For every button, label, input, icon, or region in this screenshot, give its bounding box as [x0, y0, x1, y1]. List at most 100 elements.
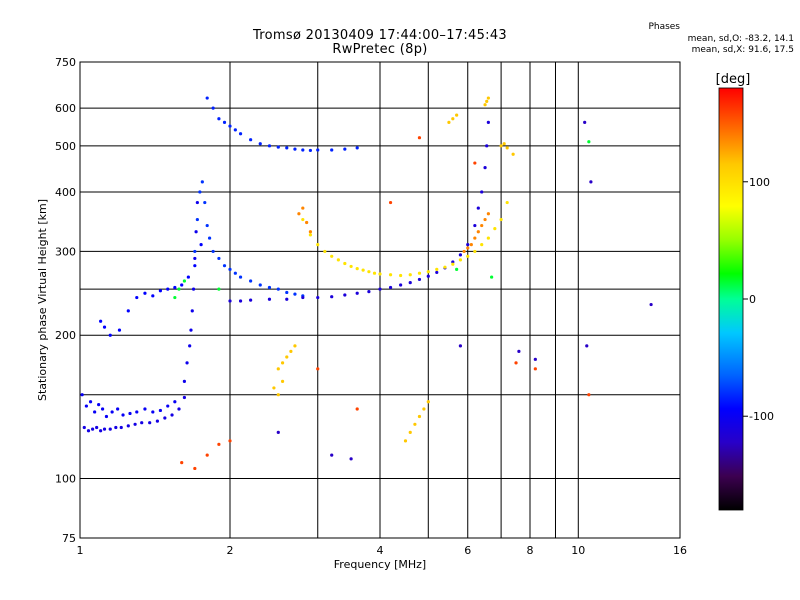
data-point: [355, 407, 359, 411]
data-point: [443, 265, 447, 269]
data-point: [649, 302, 653, 307]
data-point: [372, 271, 377, 275]
data-point: [91, 427, 95, 431]
data-point: [473, 223, 477, 228]
data-point: [276, 287, 280, 291]
data-point: [289, 349, 293, 353]
x-tick-label: 8: [527, 544, 534, 557]
colorbar-tick-label: 0: [749, 293, 756, 306]
data-point: [476, 230, 480, 234]
data-point: [426, 400, 430, 404]
data-point: [280, 361, 285, 365]
data-point: [466, 243, 470, 247]
data-point: [170, 413, 174, 417]
y-tick-label: 100: [55, 473, 76, 486]
data-point: [228, 439, 232, 443]
y-tick-label: 750: [55, 56, 76, 69]
data-point: [399, 283, 403, 287]
data-point: [417, 414, 422, 419]
data-point: [195, 200, 199, 205]
data-point: [435, 267, 439, 272]
data-point: [308, 148, 313, 153]
data-point: [205, 453, 209, 457]
data-point: [99, 319, 103, 323]
data-point: [143, 407, 147, 411]
data-point: [233, 128, 237, 132]
y-tick-label: 600: [55, 102, 76, 115]
data-point: [511, 152, 515, 156]
data-point: [316, 243, 320, 247]
data-point: [193, 264, 197, 268]
data-point: [117, 328, 122, 332]
data-point: [180, 283, 184, 287]
data-point: [285, 355, 289, 359]
data-point: [185, 361, 189, 365]
data-point: [483, 166, 487, 170]
data-point: [238, 299, 243, 303]
data-point: [285, 297, 289, 301]
data-point: [158, 289, 163, 293]
data-point: [367, 270, 371, 274]
data-point: [258, 283, 262, 287]
data-point: [173, 295, 177, 300]
data-point: [203, 200, 207, 205]
x-axis-label: Frequency [MHz]: [334, 558, 426, 571]
data-point: [451, 117, 455, 121]
data-point: [110, 410, 114, 414]
x-tick-label: 1: [77, 544, 84, 557]
x-tick-label: 16: [673, 544, 687, 557]
data-point: [121, 413, 125, 417]
data-point: [589, 180, 593, 184]
data-point: [193, 249, 197, 254]
data-point: [483, 103, 487, 107]
data-point: [293, 292, 297, 296]
data-point: [355, 291, 359, 295]
x-tick-label: 4: [377, 544, 384, 557]
data-point: [451, 262, 455, 266]
data-point: [301, 295, 305, 300]
data-point: [93, 410, 97, 414]
plot-frame: [79, 61, 681, 539]
data-point: [99, 429, 103, 433]
data-point: [435, 270, 439, 275]
gridlines: [80, 62, 680, 538]
data-point: [238, 275, 243, 279]
data-point: [473, 249, 477, 254]
data-point: [514, 361, 518, 365]
data-point: [417, 271, 422, 275]
data-point: [493, 227, 497, 231]
data-point: [583, 120, 587, 124]
data-point: [413, 422, 417, 426]
data-point: [343, 293, 347, 297]
data-point: [483, 217, 487, 222]
data-point: [473, 236, 477, 240]
data-point: [308, 233, 313, 237]
data-point: [399, 273, 403, 278]
data-point: [249, 279, 253, 283]
data-point: [285, 290, 289, 295]
data-point: [186, 275, 190, 279]
data-point: [316, 367, 320, 371]
data-point: [155, 419, 160, 423]
data-point: [533, 357, 537, 361]
data-point: [330, 453, 334, 457]
data-point: [293, 147, 297, 151]
data-point: [485, 99, 489, 103]
data-point: [585, 344, 589, 348]
data-point: [336, 258, 340, 262]
data-point: [388, 200, 393, 205]
data-point: [217, 442, 221, 446]
data-point: [297, 212, 301, 216]
data-point: [458, 253, 463, 257]
data-point: [258, 142, 262, 146]
data-point: [104, 414, 109, 419]
data-point: [189, 328, 193, 332]
data-point: [408, 430, 412, 434]
data-point: [403, 439, 408, 443]
y-tick-label: 300: [55, 245, 76, 258]
data-point: [466, 246, 470, 250]
data-point: [280, 379, 285, 383]
data-point: [417, 277, 422, 282]
stats-o-mode: mean, sd,O: -83.2, 14.1: [687, 34, 794, 44]
